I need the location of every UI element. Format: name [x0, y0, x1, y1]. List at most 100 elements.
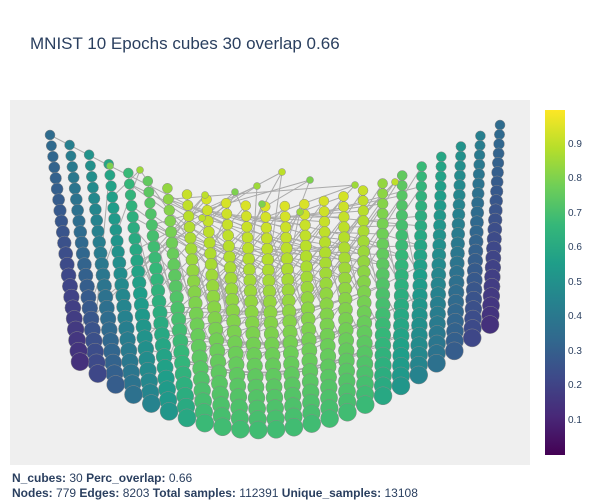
graph-node[interactable]	[297, 209, 304, 216]
graph-node[interactable]	[109, 213, 121, 225]
graph-node[interactable]	[410, 366, 428, 384]
graph-node[interactable]	[319, 196, 329, 206]
network-graph[interactable]	[10, 100, 530, 465]
graph-node[interactable]	[231, 420, 249, 438]
graph-node[interactable]	[455, 161, 466, 172]
graph-node[interactable]	[68, 172, 79, 183]
graph-node[interactable]	[164, 205, 175, 216]
graph-node[interactable]	[203, 226, 214, 237]
graph-node[interactable]	[281, 232, 292, 243]
graph-node[interactable]	[224, 251, 236, 263]
graph-node[interactable]	[146, 219, 158, 231]
graph-node[interactable]	[339, 191, 349, 201]
graph-node[interactable]	[267, 420, 285, 438]
graph-node[interactable]	[319, 227, 330, 238]
graph-node[interactable]	[300, 230, 311, 241]
graph-node[interactable]	[167, 248, 179, 260]
graph-node[interactable]	[475, 131, 485, 141]
graph-node[interactable]	[397, 190, 408, 201]
graph-node[interactable]	[129, 233, 141, 245]
graph-node[interactable]	[53, 194, 65, 206]
graph-node[interactable]	[338, 403, 356, 421]
graph-node[interactable]	[89, 204, 101, 216]
graph-node[interactable]	[356, 396, 374, 414]
graph-node[interactable]	[259, 201, 266, 208]
graph-node[interactable]	[89, 365, 107, 383]
graph-node[interactable]	[299, 199, 309, 209]
graph-node[interactable]	[242, 243, 254, 255]
graph-node[interactable]	[147, 230, 159, 242]
graph-node[interactable]	[48, 151, 59, 162]
graph-node[interactable]	[319, 206, 329, 216]
graph-node[interactable]	[254, 183, 261, 190]
graph-node[interactable]	[125, 386, 143, 404]
graph-node[interactable]	[319, 216, 330, 227]
graph-node[interactable]	[223, 240, 235, 252]
graph-node[interactable]	[106, 181, 117, 192]
graph-node[interactable]	[392, 377, 410, 395]
graph-node[interactable]	[84, 150, 94, 160]
graph-node[interactable]	[110, 224, 122, 236]
graph-node[interactable]	[166, 237, 178, 249]
graph-node[interactable]	[374, 387, 392, 405]
graph-node[interactable]	[178, 409, 196, 427]
graph-node[interactable]	[475, 140, 485, 150]
graph-node[interactable]	[88, 193, 100, 205]
graph-node[interactable]	[300, 220, 311, 231]
graph-node[interactable]	[127, 211, 139, 223]
graph-node[interactable]	[416, 181, 427, 192]
graph-node[interactable]	[397, 171, 407, 181]
graph-node[interactable]	[436, 152, 446, 162]
graph-node[interactable]	[125, 190, 136, 201]
graph-node[interactable]	[143, 176, 153, 186]
graph-node[interactable]	[126, 200, 137, 211]
graph-node[interactable]	[185, 243, 197, 255]
graph-node[interactable]	[261, 212, 271, 222]
graph-node[interactable]	[183, 200, 193, 210]
graph-node[interactable]	[165, 216, 176, 227]
graph-node[interactable]	[377, 198, 388, 209]
graph-node[interactable]	[224, 262, 236, 274]
graph-node[interactable]	[339, 202, 349, 212]
graph-node[interactable]	[51, 183, 63, 195]
graph-node[interactable]	[72, 204, 84, 216]
graph-node[interactable]	[223, 230, 234, 241]
graph-node[interactable]	[281, 242, 293, 254]
graph-node[interactable]	[71, 353, 89, 371]
graph-node[interactable]	[87, 182, 98, 193]
graph-node[interactable]	[358, 196, 368, 206]
graph-node[interactable]	[417, 162, 427, 172]
graph-node[interactable]	[144, 187, 154, 197]
graph-node[interactable]	[358, 216, 369, 227]
graph-node[interactable]	[358, 206, 369, 217]
graph-node[interactable]	[280, 222, 291, 233]
graph-node[interactable]	[85, 161, 95, 171]
graph-node[interactable]	[70, 193, 82, 205]
graph-node[interactable]	[214, 418, 232, 436]
graph-node[interactable]	[199, 215, 206, 222]
graph-node[interactable]	[142, 395, 160, 413]
graph-node[interactable]	[107, 376, 125, 394]
graph-node[interactable]	[49, 162, 60, 173]
graph-node[interactable]	[280, 201, 290, 211]
graph-node[interactable]	[319, 237, 331, 249]
graph-node[interactable]	[45, 130, 55, 140]
graph-node[interactable]	[249, 421, 267, 439]
graph-node[interactable]	[303, 415, 321, 433]
plot-area[interactable]	[10, 100, 530, 465]
graph-node[interactable]	[242, 222, 253, 233]
graph-node[interactable]	[145, 198, 156, 209]
graph-node[interactable]	[204, 248, 216, 260]
graph-node[interactable]	[163, 194, 173, 204]
graph-node[interactable]	[416, 171, 426, 181]
graph-node[interactable]	[232, 189, 239, 196]
graph-node[interactable]	[107, 192, 118, 203]
graph-node[interactable]	[358, 186, 368, 196]
graph-node[interactable]	[396, 200, 407, 211]
graph-node[interactable]	[86, 171, 97, 182]
graph-node[interactable]	[108, 202, 120, 214]
graph-node[interactable]	[124, 179, 134, 189]
graph-node[interactable]	[321, 410, 339, 428]
graph-node[interactable]	[241, 211, 251, 221]
graph-node[interactable]	[222, 219, 233, 230]
